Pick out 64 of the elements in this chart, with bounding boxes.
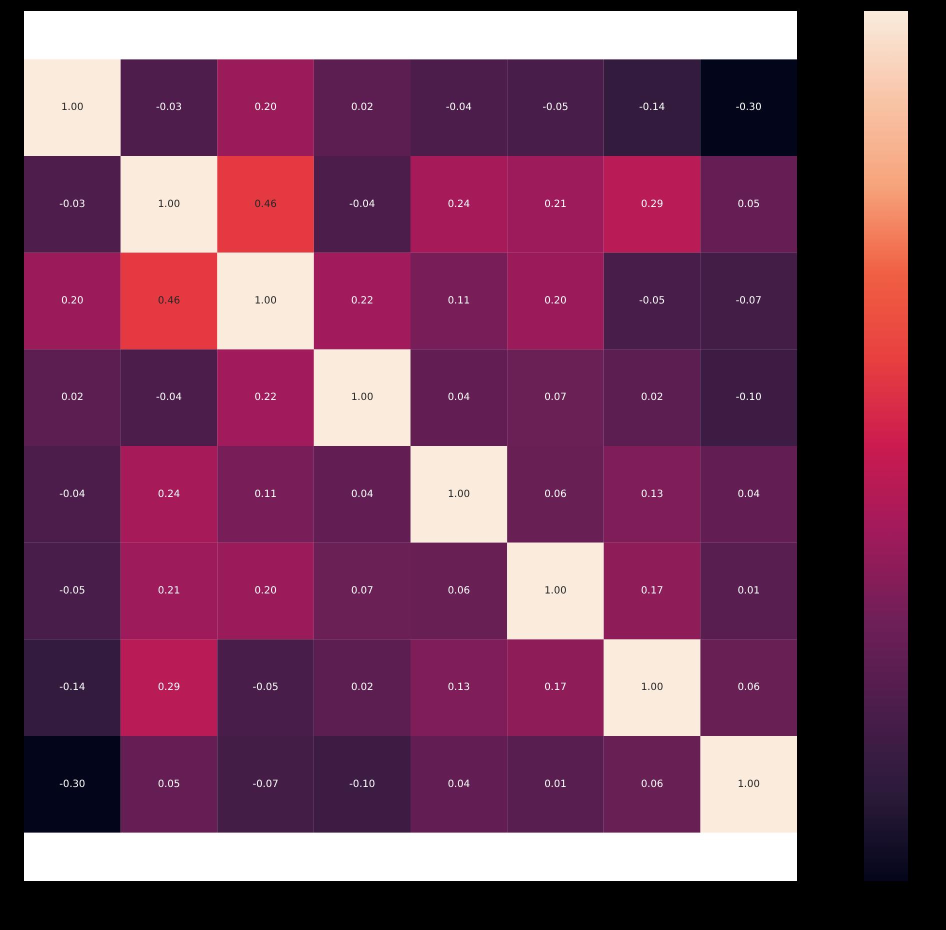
data-label: 0.02 xyxy=(351,682,374,694)
data-label: -0.14 xyxy=(639,102,665,114)
data-label: 1.00 xyxy=(640,682,664,694)
data-label: 0.02 xyxy=(61,392,84,404)
data-label: 0.07 xyxy=(351,586,374,596)
data-label: -0.30 xyxy=(736,102,762,114)
data-label: 0.21 xyxy=(158,586,180,596)
data-label: 0.01 xyxy=(544,778,567,790)
data-label: 1.00 xyxy=(158,198,180,210)
data-label: 0.05 xyxy=(738,198,760,210)
data-label: 0.04 xyxy=(448,778,470,790)
data-label: 1.00 xyxy=(448,488,470,500)
data-label: -0.03 xyxy=(59,198,86,210)
data-label: -0.05 xyxy=(639,296,665,306)
data-label: 1.00 xyxy=(254,296,277,306)
data-label: 0.06 xyxy=(544,488,567,500)
data-label: 0.20 xyxy=(544,296,567,306)
data-label: -0.04 xyxy=(446,102,472,114)
data-label: -0.30 xyxy=(59,778,86,790)
data-label: 0.11 xyxy=(254,488,277,500)
data-label: 1.00 xyxy=(61,102,84,114)
data-label: 0.22 xyxy=(351,296,374,306)
data-label: 0.02 xyxy=(351,102,374,114)
data-label: 0.46 xyxy=(158,296,180,306)
data-label: 1.00 xyxy=(544,586,567,596)
data-label: 0.24 xyxy=(158,488,180,500)
data-label: 0.20 xyxy=(254,102,277,114)
data-label: 0.01 xyxy=(738,586,760,596)
data-label: 0.04 xyxy=(448,392,470,404)
data-label: 0.17 xyxy=(544,682,567,694)
data-label: 0.24 xyxy=(448,198,470,210)
data-label: -0.10 xyxy=(736,392,762,404)
data-label: -0.05 xyxy=(59,586,86,596)
data-label: 0.13 xyxy=(640,488,664,500)
data-label: 0.06 xyxy=(448,586,470,596)
data-label: 1.00 xyxy=(738,778,760,790)
data-label: 0.29 xyxy=(158,682,180,694)
data-label: 1.00 xyxy=(351,392,374,404)
data-label: -0.04 xyxy=(349,198,376,210)
data-label: 0.04 xyxy=(351,488,374,500)
data-label: -0.04 xyxy=(156,392,182,404)
data-label: 0.20 xyxy=(61,296,84,306)
data-label: 0.11 xyxy=(448,296,470,306)
data-label: 0.29 xyxy=(640,198,664,210)
data-label: 0.06 xyxy=(640,778,664,790)
data-label: 0.13 xyxy=(448,682,470,694)
data-label: -0.14 xyxy=(59,682,86,694)
data-label: 0.05 xyxy=(158,778,180,790)
data-label: 0.02 xyxy=(640,392,664,404)
data-label: 0.07 xyxy=(544,392,567,404)
data-label: -0.07 xyxy=(252,778,278,790)
data-label: 0.06 xyxy=(738,682,760,694)
data-label: 0.21 xyxy=(544,198,567,210)
data-label: -0.04 xyxy=(59,488,86,500)
data-label: 0.46 xyxy=(254,198,277,210)
data-label: 0.22 xyxy=(254,392,277,404)
data-label: -0.10 xyxy=(349,778,376,790)
data-label: 0.04 xyxy=(738,488,760,500)
data-label: -0.07 xyxy=(736,296,762,306)
data-label: 0.17 xyxy=(640,586,664,596)
data-label: -0.05 xyxy=(542,102,568,114)
data-label: 0.20 xyxy=(254,586,277,596)
data-label: -0.05 xyxy=(252,682,278,694)
data-label: -0.03 xyxy=(156,102,182,114)
